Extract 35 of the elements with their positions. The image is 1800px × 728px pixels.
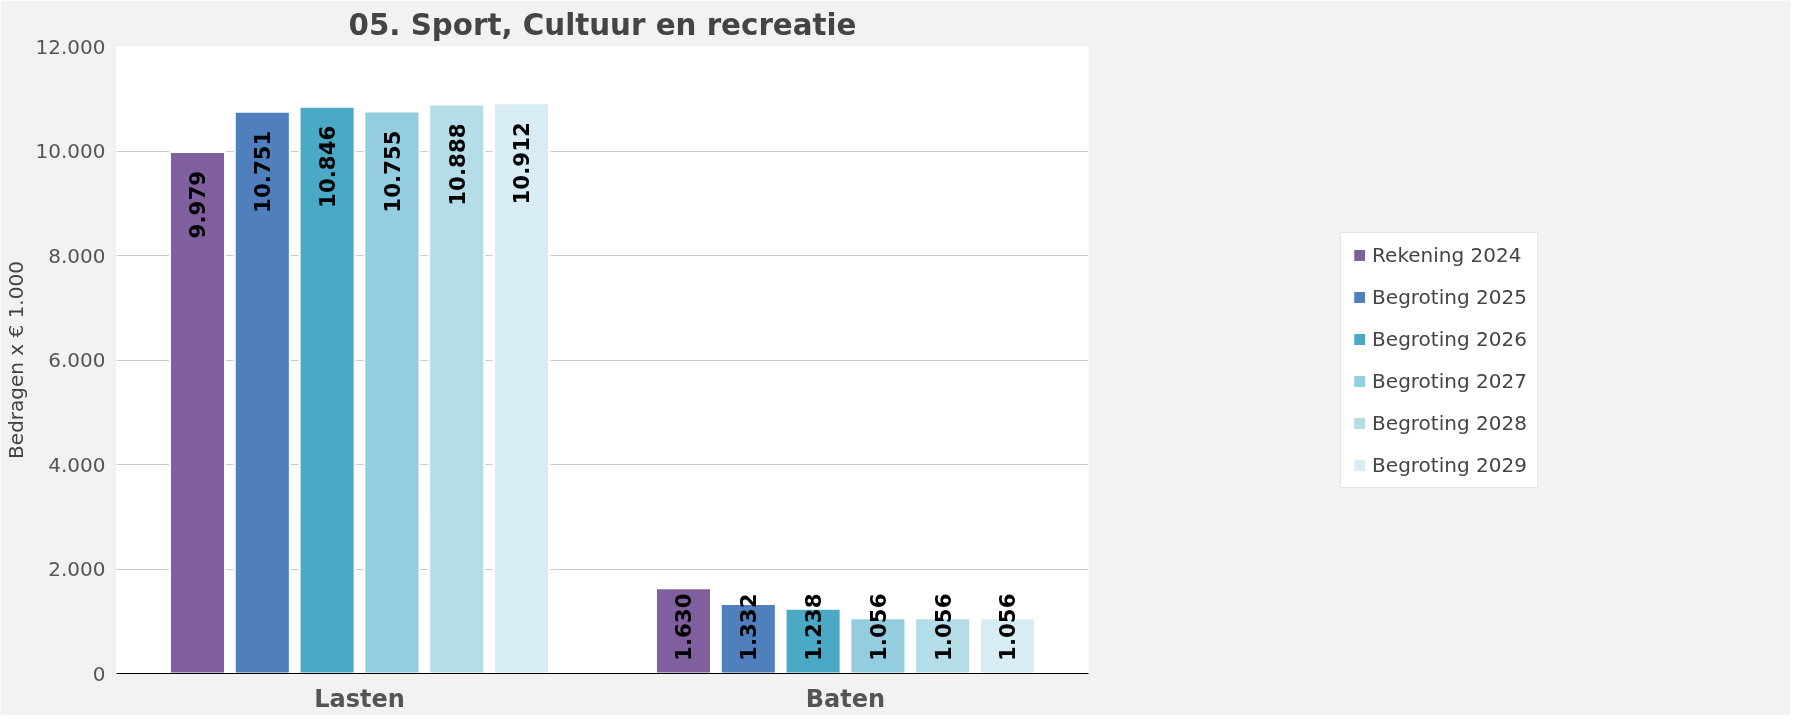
bar [428, 103, 486, 674]
data-label: 10.755 [379, 130, 405, 213]
data-label: 1.238 [801, 593, 827, 661]
legend-label: Begroting 2025 [1372, 284, 1527, 309]
legend-label: Begroting 2027 [1372, 368, 1527, 393]
data-label: 1.630 [671, 593, 697, 661]
y-tick-label: 8.000 [48, 243, 106, 268]
legend-label: Rekening 2024 [1372, 242, 1522, 267]
bar [492, 102, 551, 674]
data-label: 9.979 [185, 170, 211, 239]
y-axis-title: Bedragen x € 1.000 [3, 261, 28, 459]
data-label: 10.888 [444, 123, 470, 206]
bar [363, 110, 421, 674]
x-tick-label: Baten [805, 684, 886, 713]
data-label: 10.846 [315, 125, 341, 208]
y-tick-label: 0 [92, 661, 106, 686]
bar [298, 105, 356, 674]
chart-title: 05. Sport, Cultuur en recreatie [348, 7, 857, 42]
y-tick-label: 4.000 [48, 452, 106, 477]
bar [168, 151, 227, 674]
legend-label: Begroting 2028 [1372, 410, 1527, 435]
data-label: 1.056 [865, 593, 891, 661]
data-label: 10.751 [250, 130, 276, 213]
data-label: 1.056 [995, 593, 1021, 661]
x-tick-label: Lasten [314, 684, 405, 713]
data-label: 1.056 [930, 593, 956, 661]
data-label: 1.332 [736, 593, 762, 661]
bar [233, 110, 291, 674]
legend-label: Begroting 2029 [1372, 452, 1527, 477]
y-tick-label: 6.000 [48, 348, 106, 372]
data-label: 10.912 [509, 122, 535, 205]
legend-label: Begroting 2026 [1372, 326, 1527, 351]
y-tick-label: 2.000 [48, 557, 106, 581]
y-tick-label: 12.000 [35, 34, 106, 59]
y-tick-label: 10.000 [35, 139, 106, 163]
